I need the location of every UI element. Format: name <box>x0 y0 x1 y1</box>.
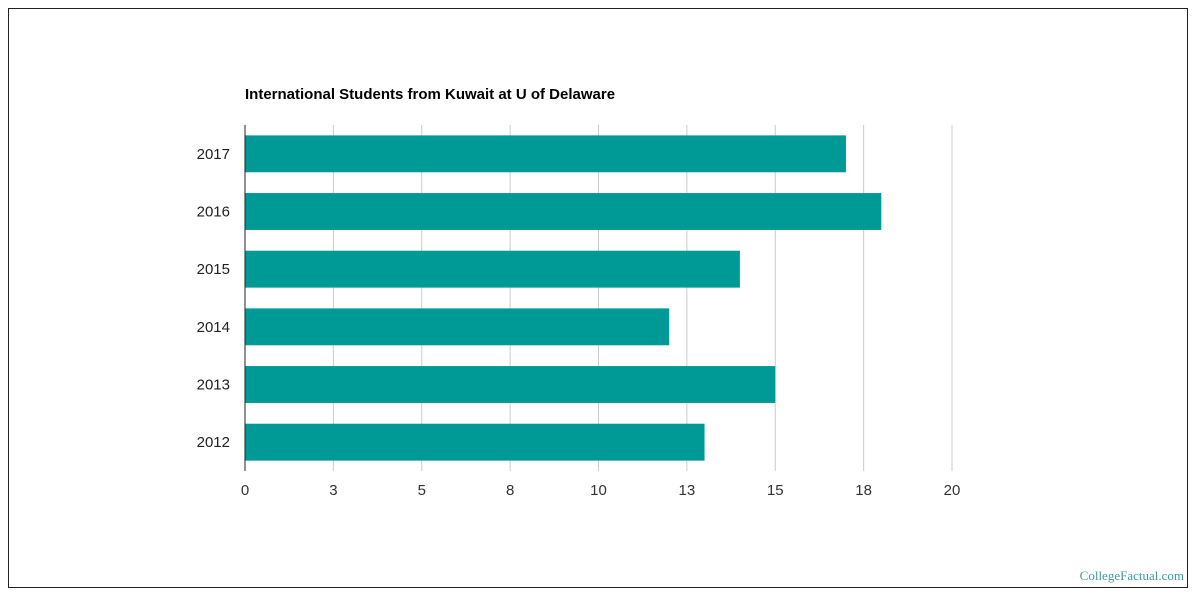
grid-lines <box>332 125 953 471</box>
x-tick-label: 8 <box>506 482 514 499</box>
category-label: 2017 <box>197 146 230 163</box>
bar-2013 <box>245 366 776 403</box>
x-tick-label: 10 <box>590 482 607 499</box>
category-label: 2015 <box>197 261 230 278</box>
x-tick-label: 20 <box>944 482 961 499</box>
watermark: CollegeFactual.com <box>1079 568 1184 583</box>
category-label: 2014 <box>197 319 230 336</box>
bar-2012 <box>245 423 705 461</box>
x-tick-label: 5 <box>418 482 426 499</box>
x-tick-labels: 0 3 5 8 10 13 15 18 20 <box>241 482 961 499</box>
bar-2015 <box>245 250 740 288</box>
bar-2017 <box>245 135 846 173</box>
bars <box>245 135 882 461</box>
category-labels: 2017 2016 2015 2014 2013 2012 <box>197 146 230 451</box>
x-tick-label: 0 <box>241 482 249 499</box>
x-tick-label: 18 <box>855 482 872 499</box>
category-label: 2016 <box>197 204 230 221</box>
bar-2016 <box>245 193 882 230</box>
chart-title: International Students from Kuwait at U … <box>245 86 615 103</box>
x-tick-label: 13 <box>679 482 696 499</box>
category-label: 2012 <box>197 434 230 451</box>
x-tick-label: 3 <box>329 482 337 499</box>
category-label: 2013 <box>197 377 230 394</box>
bar-2014 <box>245 308 670 346</box>
x-tick-label: 15 <box>767 482 784 499</box>
